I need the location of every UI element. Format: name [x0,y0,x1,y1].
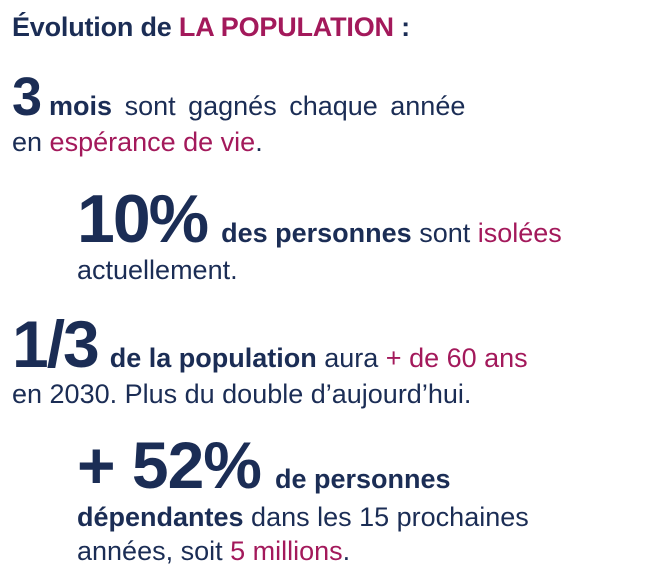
stat-aging: 1/3 de la population aura + de 60 ans en … [12,310,528,410]
stat-line: 1/3 de la population aura + de 60 ans [12,310,528,378]
stat-figure: 10% [77,181,209,257]
title-prefix: Évolution de [12,12,179,42]
page-title: Évolution de LA POPULATION : [12,12,410,43]
stat-emphasis: dépendantes [77,502,244,532]
stat-highlight: isolées [477,218,562,248]
stat-line: actuellement. [77,255,238,285]
stat-life-expectancy: 3 mois sont gagnés chaque année en espéra… [12,68,465,158]
title-highlight: LA POPULATION [178,12,394,42]
stat-text: en [12,127,50,157]
stat-line: dépendantes dans les 15 prochaines [77,500,529,534]
stat-figure: + 52% [77,428,262,502]
stat-figure: 3 [12,67,42,127]
stat-text: aura [316,343,386,373]
stat-line: années, soit 5 millions. [77,534,529,568]
title-suffix: : [393,12,410,42]
stat-line: en espérance de vie. [12,126,465,158]
stat-emphasis: mois [49,91,113,121]
stat-highlight: + de 60 ans [385,343,528,373]
stat-text: . [342,536,351,566]
stat-line: en 2030. Plus du double d’aujourd’hui. [12,379,472,409]
stat-text: sont gagnés chaque année [112,91,466,121]
stat-isolation: 10% des personnes sont isolées actuelleme… [77,184,562,286]
stat-line: 10% des personnes sont isolées [77,184,562,254]
stat-highlight: 5 millions [230,536,343,566]
stat-line: + 52% de personnes [77,430,529,500]
stat-emphasis: des personnes [221,218,412,248]
stat-text: sont [411,218,478,248]
stat-text: dans les 15 prochaines [243,502,529,532]
stat-emphasis: de la population [109,343,317,373]
stat-highlight: espérance de vie [49,127,256,157]
stat-line: 3 mois sont gagnés chaque année [12,68,465,126]
stat-emphasis: de personnes [274,464,451,494]
stat-dependency: + 52% de personnes dépendantes dans les 1… [77,430,529,568]
stat-text: . [255,127,263,157]
stat-text: années, soit [77,536,231,566]
stat-figure: 1/3 [12,307,100,381]
